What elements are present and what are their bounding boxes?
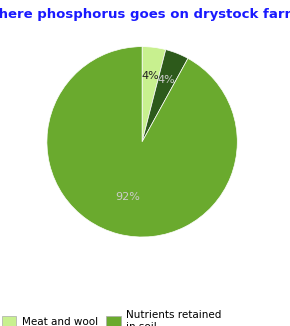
Wedge shape — [47, 47, 237, 237]
Wedge shape — [142, 50, 188, 142]
Legend: Meat and wool, Runoff, Nutrients retained
in soil: Meat and wool, Runoff, Nutrients retaine… — [0, 308, 223, 326]
Text: 4%: 4% — [142, 71, 159, 81]
Text: Where phosphorus goes on drystock farms: Where phosphorus goes on drystock farms — [0, 8, 290, 21]
Wedge shape — [142, 47, 166, 142]
Text: 4%: 4% — [158, 75, 175, 85]
Text: 92%: 92% — [115, 192, 140, 202]
